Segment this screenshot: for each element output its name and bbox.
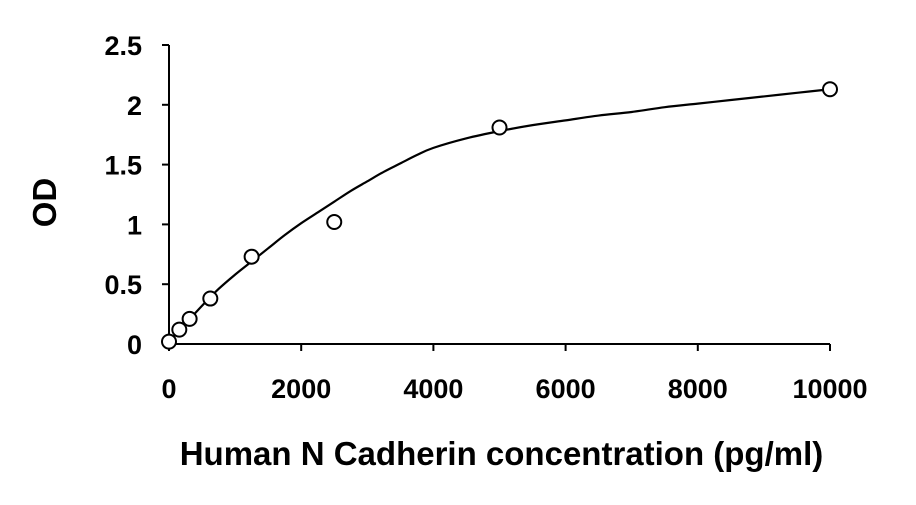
x-tick-label: 10000 — [792, 374, 867, 404]
x-ticks: 0 2000 4000 6000 8000 10000 — [161, 344, 868, 404]
x-axis-title: Human N Cadherin concentration (pg/ml) — [180, 435, 824, 472]
y-tick-label: 0.5 — [104, 270, 142, 300]
data-point — [181, 310, 198, 327]
y-ticks: 0 0.5 1 1.5 2 2.5 — [104, 31, 169, 360]
data-point — [161, 333, 177, 350]
y-axis-title: OD — [26, 178, 63, 228]
y-tick-label: 2 — [127, 91, 142, 121]
y-tick-label: 1.5 — [104, 151, 142, 181]
x-tick-label: 2000 — [271, 374, 331, 404]
data-point — [822, 81, 838, 98]
x-tick-label: 0 — [161, 374, 176, 404]
data-point — [326, 214, 343, 231]
axes — [168, 45, 830, 345]
x-tick-label: 4000 — [403, 374, 463, 404]
fit-curve — [168, 88, 831, 343]
y-tick-label: 0 — [127, 330, 142, 360]
data-point — [171, 321, 188, 338]
y-tick-label: 2.5 — [104, 31, 142, 61]
data-point — [243, 248, 260, 265]
data-point — [491, 119, 508, 136]
x-tick-label: 8000 — [668, 374, 728, 404]
x-tick-label: 6000 — [536, 374, 596, 404]
data-point — [202, 290, 219, 307]
data-points — [161, 81, 838, 350]
y-tick-label: 1 — [127, 210, 142, 240]
